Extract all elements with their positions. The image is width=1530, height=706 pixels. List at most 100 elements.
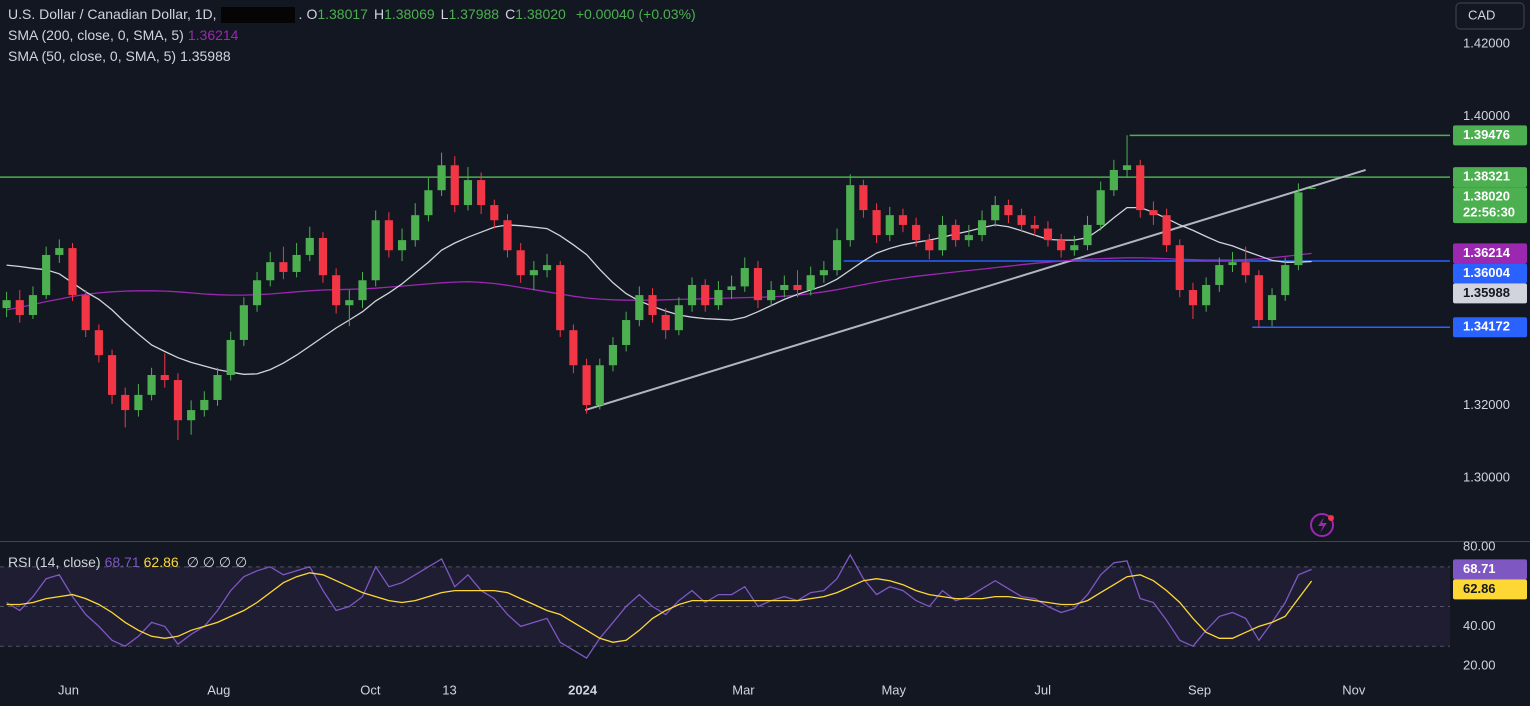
quote-item: C1.38020 [505, 6, 566, 22]
candle-body [622, 320, 631, 345]
candle-body [819, 270, 828, 276]
candle-body [239, 305, 248, 340]
overlay-value: 1.35988 [180, 48, 231, 64]
candle-body [912, 224, 921, 241]
symbol-title: U.S. Dollar / Canadian Dollar, 1D, [8, 6, 217, 22]
overlay-legend-row: SMA (50, close, 0, SMA, 5) 1.35988 [8, 48, 235, 64]
rsi-tag-label: 62.86 [1463, 581, 1496, 596]
candle-body [397, 240, 407, 251]
candle-body [332, 275, 341, 306]
candle-body [1215, 265, 1224, 285]
candle-body [134, 394, 143, 411]
candle-body [1281, 265, 1290, 296]
candle-body [279, 262, 288, 272]
candle-body [582, 365, 591, 406]
rsi-line [6, 572, 1313, 643]
last-price-tag-label: 22:56:30 [1463, 205, 1515, 220]
x-tick-label: 2024 [568, 682, 598, 697]
candle-body [147, 375, 156, 395]
level-tag [1453, 317, 1527, 338]
candle-body [121, 394, 130, 411]
quote-key: C [505, 6, 516, 22]
candle-body [951, 224, 960, 241]
change: +0.00040 (+0.03%) [575, 6, 696, 22]
candle-body [542, 265, 552, 271]
candle-body [964, 235, 973, 241]
rsi-value: 62.86 [143, 554, 179, 570]
sma-line [6, 252, 1312, 311]
candle-body [859, 185, 868, 211]
x-tick-label: Oct [360, 682, 381, 697]
candle-body [1043, 228, 1053, 241]
level-tag-label: 1.36004 [1463, 265, 1511, 280]
rsi-tag-label: 68.71 [1463, 561, 1496, 576]
candle-body [226, 339, 235, 376]
candle-body [187, 410, 196, 421]
candle-body [292, 254, 301, 272]
candle-body [1188, 290, 1198, 306]
candle-body [1136, 165, 1145, 211]
candle-body [1294, 192, 1303, 266]
candle-body [345, 300, 354, 306]
candle-body [160, 375, 169, 381]
candle-body [1254, 275, 1263, 321]
candle-body [28, 295, 38, 315]
redacted [220, 7, 295, 24]
x-tick-label: Aug [207, 682, 230, 697]
candle-body [305, 237, 314, 255]
candle-body [1202, 284, 1211, 306]
last-price-tag [1453, 187, 1527, 224]
candle-body [569, 330, 578, 366]
candle-body [767, 290, 776, 301]
candle-body [635, 295, 644, 321]
last-price-tag-label: 1.38020 [1463, 189, 1510, 204]
candle-body [687, 284, 697, 306]
candle-body [846, 185, 855, 241]
candle-body [753, 267, 763, 301]
candle-body [977, 220, 987, 236]
quote-value: 1.38069 [384, 6, 435, 22]
candle-body [1083, 224, 1092, 246]
candle-body [1070, 245, 1079, 251]
candle-body [437, 165, 446, 191]
candle-body [68, 248, 77, 296]
rsi-values: 68.71 62.86 [105, 554, 183, 570]
sma-line [6, 206, 1312, 375]
candle-body [1122, 165, 1132, 170]
level-tag [1453, 167, 1527, 188]
candle-body [1175, 245, 1184, 291]
alert-icon[interactable] [1310, 513, 1334, 537]
candle-body [793, 284, 802, 291]
level-tag-label: 1.34172 [1463, 319, 1510, 334]
candle-body [1004, 205, 1013, 216]
rsi-title: RSI (14, close) [8, 554, 101, 570]
quote-key: H [373, 6, 385, 22]
candle-body [213, 375, 222, 400]
candle-body [1030, 224, 1039, 229]
currency-box[interactable] [1455, 2, 1525, 30]
y-tick-label: 20.00 [1463, 658, 1496, 673]
candle-body [55, 248, 64, 255]
rsi-tag [1453, 559, 1527, 580]
quote-value: 1.38020 [515, 6, 566, 22]
candle-body [1096, 190, 1105, 225]
quote-value: 1.38017 [317, 6, 368, 22]
level-tag-label: 1.38321 [1463, 169, 1510, 184]
candle-body [173, 380, 183, 421]
quote-value: 1.37988 [448, 6, 500, 22]
x-tick-label: Jun [58, 682, 79, 697]
candle-body [806, 275, 815, 291]
candle-body [42, 254, 51, 296]
candle-body [94, 330, 103, 356]
overlay-name: SMA (200, close, 0, SMA, 5) [8, 27, 184, 43]
candle-body [898, 215, 908, 225]
candle-body [1149, 210, 1158, 216]
candle-body [714, 290, 723, 306]
candle-body [648, 295, 657, 315]
candle-body [925, 240, 934, 251]
candle-body [872, 210, 881, 236]
candle-body [411, 215, 420, 241]
